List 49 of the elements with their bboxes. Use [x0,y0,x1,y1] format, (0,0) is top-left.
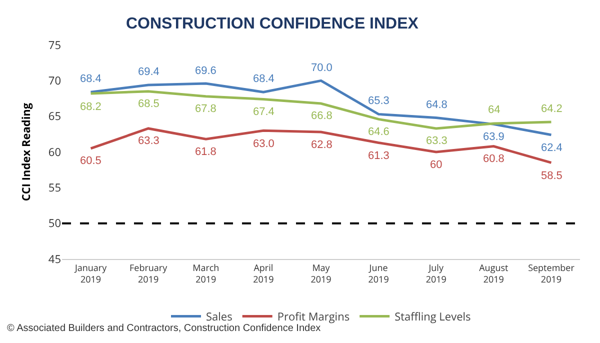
data-label: 66.8 [311,110,332,122]
data-label: 64 [488,104,500,116]
data-label: 67.8 [195,103,216,115]
data-label: 68.4 [253,73,274,85]
data-label: 70.0 [311,62,332,74]
data-label: 60.8 [483,153,504,165]
data-label: 63.3 [426,135,448,147]
data-label: 64.2 [541,103,562,115]
data-label: 63.3 [138,135,160,147]
data-label: 67.4 [253,106,274,118]
data-label: 65.3 [368,95,390,107]
y-axis-title: CCI Index Reading [19,102,34,202]
data-label: 64.6 [368,126,390,138]
data-label: 68.2 [80,101,102,113]
x-tick-label: March 2019 [192,260,220,286]
data-label: 68.5 [138,98,160,110]
legend-label: Staffling Levels [394,310,471,325]
x-tick-label: May 2019 [310,260,332,286]
x-tick-label: February 2019 [130,260,168,286]
data-label: 64.8 [426,99,448,111]
data-label: 62.8 [311,139,332,151]
text: © Associated Builders and Contractors, Construction Confidence Index [7,323,321,334]
x-tick-label: January 2019 [74,260,108,286]
x-tick-label: April 2019 [253,260,274,286]
legend-label: Sales [206,310,232,325]
y-tick-label: 65 [48,109,61,124]
data-label: 60 [430,159,442,171]
x-tick-label: September 2019 [528,260,575,286]
data-label: 63.9 [483,131,504,143]
data-label: 69.4 [138,66,160,78]
y-tick-label: 45 [48,252,61,267]
data-label: 61.3 [368,150,390,162]
y-tick-label: 70 [48,74,61,89]
x-tick-label: June 2019 [368,260,389,286]
x-tick-label: August 2019 [479,260,508,286]
data-label: 62.4 [541,142,562,154]
y-tick-label: 60 [48,144,61,160]
legend-label: Profit Margins [277,310,350,325]
data-label: 63.0 [253,138,274,150]
chart-title: CONSTRUCTION CONFIDENCE INDEX [126,15,419,32]
data-label: 69.6 [195,65,216,77]
data-label: 61.8 [195,146,216,158]
x-tick-label: July 2019 [426,260,446,286]
data-label: 58.5 [541,170,562,182]
y-tick-label: 55 [48,180,61,196]
y-tick-label: 75 [48,38,61,53]
data-label: 68.4 [80,73,102,85]
data-label: 60.5 [80,155,102,167]
y-tick-label: 50 [48,216,61,232]
